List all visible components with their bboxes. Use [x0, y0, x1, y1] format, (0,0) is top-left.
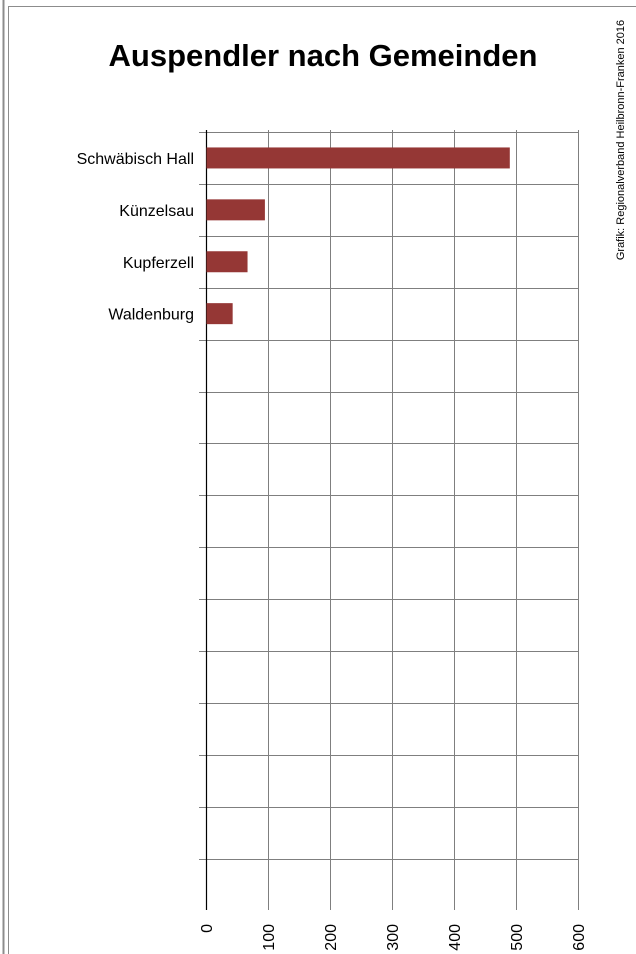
x-tick-label: 200 — [323, 924, 340, 951]
x-tick-label: 600 — [571, 924, 588, 951]
x-tick-label: 500 — [509, 924, 526, 951]
credit-note: Grafik: Regionalverband Heilbronn-Franke… — [615, 19, 627, 261]
category-labels: Schwäbisch Hall Künzelsau Kupferzell Walden… — [77, 151, 194, 324]
category-label: Kupferzell — [123, 255, 194, 272]
category-label: Schwäbisch Hall — [77, 151, 194, 168]
bar — [206, 199, 265, 221]
category-label: Waldenburg — [108, 307, 194, 324]
x-tick-labels: 0 100 200 300 400 500 600 — [199, 924, 588, 951]
bar — [206, 303, 233, 325]
x-tick-label: 0 — [199, 924, 216, 933]
bar — [206, 251, 248, 273]
x-tick-label: 400 — [447, 924, 464, 951]
bars — [206, 147, 510, 325]
x-tick-label: 300 — [385, 924, 402, 951]
chart-title: Auspendler nach Gemeinden — [109, 38, 538, 73]
grid — [199, 130, 579, 910]
category-label: Künzelsau — [119, 203, 194, 220]
x-tick-label: 100 — [261, 924, 278, 951]
bar — [206, 147, 510, 169]
